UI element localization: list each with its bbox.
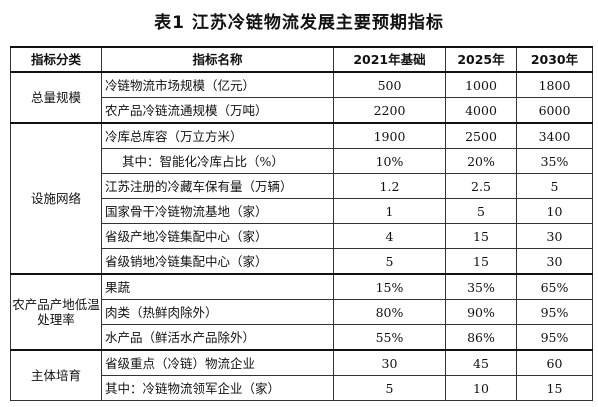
- indicator-name: 肉类（热鲜肉除外）: [101, 299, 334, 325]
- value-2025: 90%: [445, 299, 517, 325]
- value-2025: 20%: [445, 148, 517, 174]
- table-row: 肉类（热鲜肉除外） 80% 90% 95%: [11, 299, 593, 325]
- value-2025: 1000: [445, 71, 517, 98]
- indicator-name: 冷链物流市场规模（亿元）: [101, 71, 334, 98]
- value-2030: 95%: [516, 299, 593, 325]
- category-scale: 总量规模: [10, 71, 102, 124]
- value-2021: 10%: [333, 148, 446, 174]
- value-2021: 1: [333, 198, 446, 224]
- indicator-name: 冷库总库容（万立方米）: [101, 122, 334, 149]
- value-2021: 500: [333, 71, 446, 98]
- header-2021: 2021年基础: [333, 46, 446, 73]
- table-row: 总量规模 冷链物流市场规模（亿元） 500 1000 1800: [10, 71, 593, 124]
- value-2030: 65%: [516, 273, 593, 300]
- indicator-name: 江苏注册的冷藏车保有量（万辆）: [101, 173, 334, 199]
- table-row: 国家骨干冷链物流基地（家） 1 5 10: [11, 198, 593, 224]
- value-2025: 35%: [445, 273, 517, 300]
- value-2025: 45: [445, 349, 517, 376]
- table-row: 水产品（鲜活水产品除外） 55% 86% 95%: [11, 324, 593, 351]
- indicators-table: 指标分类 指标名称 2021年基础 2025年 2030年 总量规模 冷链物流市…: [10, 46, 593, 401]
- value-2030: 15: [516, 375, 593, 401]
- value-2021: 15%: [333, 273, 446, 300]
- value-2025: 10: [445, 375, 517, 401]
- value-2025: 86%: [445, 324, 517, 351]
- table-row: 江苏注册的冷藏车保有量（万辆） 1.2 2.5 5: [11, 173, 593, 199]
- indicator-name: 农产品冷链流通规模（万吨）: [101, 97, 334, 124]
- value-2021: 5: [333, 375, 446, 401]
- value-2025: 2500: [445, 122, 517, 149]
- value-2025: 5: [445, 198, 517, 224]
- table-row: 设施网络 冷库总库容（万立方米） 1900 2500 3400: [10, 122, 593, 275]
- value-2030: 30: [516, 248, 593, 275]
- value-2030: 30: [516, 223, 593, 249]
- category-cultivation: 主体培育: [10, 349, 102, 401]
- header-row: 指标分类 指标名称 2021年基础 2025年 2030年: [10, 46, 593, 73]
- value-2025: 15: [445, 248, 517, 275]
- header-name: 指标名称: [101, 46, 334, 73]
- value-2030: 5: [516, 173, 593, 199]
- value-2021: 55%: [333, 324, 446, 351]
- value-2030: 60: [516, 349, 593, 376]
- header-category: 指标分类: [10, 46, 102, 73]
- value-2021: 1.2: [333, 173, 446, 199]
- value-2030: 10: [516, 198, 593, 224]
- indicator-name: 其中：智能化冷库占比（%）: [101, 148, 334, 174]
- table-row: 农产品产地低温处理率 果蔬 15% 35% 65%: [10, 273, 593, 351]
- value-2025: 4000: [445, 97, 517, 124]
- table-row: 主体培育 省级重点（冷链）物流企业 30 45 60: [10, 349, 593, 401]
- value-2021: 30: [333, 349, 446, 376]
- table-row: 农产品冷链流通规模（万吨） 2200 4000 6000: [11, 97, 593, 124]
- value-2030: 3400: [516, 122, 593, 149]
- value-2021: 1900: [333, 122, 446, 149]
- value-2025: 15: [445, 223, 517, 249]
- indicator-name: 其中：冷链物流领军企业（家）: [101, 375, 334, 401]
- table-row: 省级产地冷链集配中心（家） 4 15 30: [11, 223, 593, 249]
- table-row: 其中：冷链物流领军企业（家） 5 10 15: [11, 375, 593, 401]
- value-2021: 2200: [333, 97, 446, 124]
- category-facility: 设施网络: [10, 122, 102, 275]
- category-processing: 农产品产地低温处理率: [10, 273, 102, 351]
- table-row: 省级销地冷链集配中心（家） 5 15 30: [11, 248, 593, 275]
- value-2021: 80%: [333, 299, 446, 325]
- value-2030: 1800: [516, 71, 593, 98]
- table-title: 表1 江苏冷链物流发展主要预期指标: [154, 13, 444, 33]
- value-2021: 5: [333, 248, 446, 275]
- indicator-name: 省级重点（冷链）物流企业: [101, 349, 334, 376]
- indicator-name: 省级销地冷链集配中心（家）: [101, 248, 334, 275]
- indicator-name: 果蔬: [101, 273, 334, 300]
- table-row: 其中：智能化冷库占比（%） 10% 20% 35%: [11, 148, 593, 174]
- value-2025: 2.5: [445, 173, 517, 199]
- value-2021: 4: [333, 223, 446, 249]
- header-2030: 2030年: [516, 46, 593, 73]
- indicator-name: 国家骨干冷链物流基地（家）: [101, 198, 334, 224]
- value-2030: 35%: [516, 148, 593, 174]
- header-2025: 2025年: [445, 46, 517, 73]
- indicator-name: 省级产地冷链集配中心（家）: [101, 223, 334, 249]
- value-2030: 6000: [516, 97, 593, 124]
- indicator-name: 水产品（鲜活水产品除外）: [101, 324, 334, 351]
- value-2030: 95%: [516, 324, 593, 351]
